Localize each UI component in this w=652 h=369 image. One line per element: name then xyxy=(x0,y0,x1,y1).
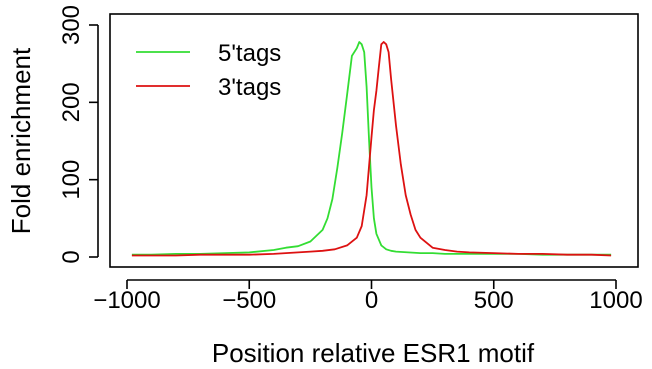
legend-label: 3'tags xyxy=(218,74,281,101)
y-axis-label: Fold enrichment xyxy=(6,47,36,234)
legend: 5'tags 3'tags xyxy=(136,40,281,101)
x-tick-label: −500 xyxy=(222,287,276,314)
y-axis: 0 100 200 300 xyxy=(58,5,99,264)
series-line-five-prime xyxy=(131,41,612,256)
x-axis: −1000 −500 0 500 1000 xyxy=(93,279,643,314)
y-tick-label: 300 xyxy=(58,5,85,45)
x-tick-label: 500 xyxy=(474,287,514,314)
series-line-three-prime xyxy=(131,41,612,257)
plot-frame xyxy=(109,13,639,268)
x-axis-label: Position relative ESR1 motif xyxy=(212,338,535,368)
legend-label: 5'tags xyxy=(218,40,281,67)
y-tick-label: 200 xyxy=(58,82,85,122)
y-tick-label: 100 xyxy=(58,160,85,200)
x-tick-label: −1000 xyxy=(93,287,160,314)
y-tick-label: 0 xyxy=(58,250,85,263)
series-layer xyxy=(131,41,612,257)
x-tick-label: 1000 xyxy=(589,287,642,314)
x-tick-label: 0 xyxy=(365,287,378,314)
